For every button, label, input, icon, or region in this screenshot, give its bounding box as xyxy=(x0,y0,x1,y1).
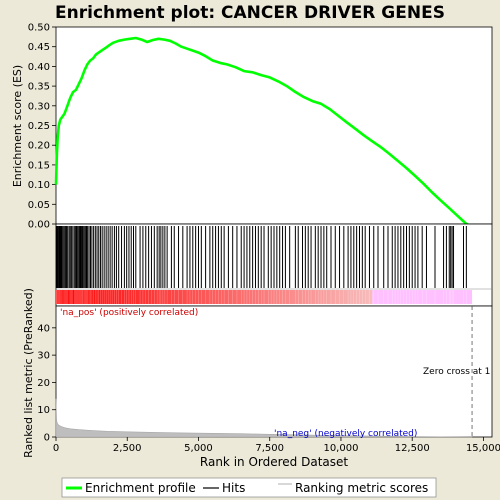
es-line xyxy=(54,36,473,228)
es-y-tick-label: 0.40 xyxy=(28,62,50,73)
es-y-tick-label: 0.00 xyxy=(28,220,50,231)
legend-box xyxy=(61,477,437,498)
es-y-tick-label: 0.20 xyxy=(28,141,50,152)
neg-annotation: 'na_neg' (negatively correlated) xyxy=(274,429,417,439)
es-y-tick-label: 0.50 xyxy=(28,23,50,34)
metric-y-tick-label: 10 xyxy=(37,405,50,416)
es-y-tick-label: 0.30 xyxy=(28,101,50,112)
es-panel xyxy=(55,26,493,225)
x-tick-label: 7,500 xyxy=(255,443,284,454)
legend-label-hits: Hits xyxy=(222,481,245,495)
metric-y-tick-label: 20 xyxy=(37,378,50,389)
es-y-tick-label: 0.10 xyxy=(28,180,50,191)
es-curve-layer xyxy=(54,36,473,228)
es-y-tick-label: 0.45 xyxy=(28,42,50,53)
x-tick-label: 2,500 xyxy=(113,443,142,454)
x-axis: 0 2,500 5,000 7,500 10,000 12,500 15,000 xyxy=(53,437,500,454)
x-tick-label: 12,500 xyxy=(395,443,430,454)
es-y-axis-label: Enrichment score (ES) xyxy=(11,65,24,187)
legend-label-enrichment: Enrichment profile xyxy=(85,481,196,495)
colorbar-positive xyxy=(56,290,373,304)
metric-y-axis: 0 10 20 30 40 xyxy=(37,323,56,444)
metric-area xyxy=(55,398,473,438)
legend-label-metric: Ranking metric scores xyxy=(295,481,428,495)
metric-panel xyxy=(55,305,493,438)
zero-cross-annotation: Zero cross at 1 xyxy=(423,367,490,377)
es-y-axis: 0.00 0.05 0.10 0.15 0.20 0.25 0.30 0.35 0.40 0.45… xyxy=(28,23,56,231)
metric-y-axis-label: Ranked list metric (PreRanked) xyxy=(22,288,35,458)
pos-annotation: 'na_pos' (positively correlated) xyxy=(60,308,198,318)
metric-y-tick-label: 40 xyxy=(37,323,50,334)
x-axis-label: Rank in Ordered Dataset xyxy=(200,455,348,469)
x-tick-label: 0 xyxy=(53,443,59,454)
metric-layer xyxy=(55,398,473,438)
colorbar xyxy=(56,290,473,304)
metric-y-tick-label: 30 xyxy=(37,351,50,362)
es-y-tick-label: 0.05 xyxy=(28,200,50,211)
metric-y-tick-label: 0 xyxy=(44,433,50,444)
x-tick-label: 15,000 xyxy=(466,443,500,454)
x-tick-label: 5,000 xyxy=(184,443,213,454)
es-y-tick-label: 0.15 xyxy=(28,160,50,171)
hits-layer xyxy=(55,226,467,288)
chart-title: Enrichment plot: CANCER DRIVER GENES xyxy=(55,3,445,23)
x-tick-label: 10,000 xyxy=(323,443,358,454)
es-y-tick-label: 0.35 xyxy=(28,82,50,93)
es-y-tick-label: 0.25 xyxy=(28,121,50,132)
